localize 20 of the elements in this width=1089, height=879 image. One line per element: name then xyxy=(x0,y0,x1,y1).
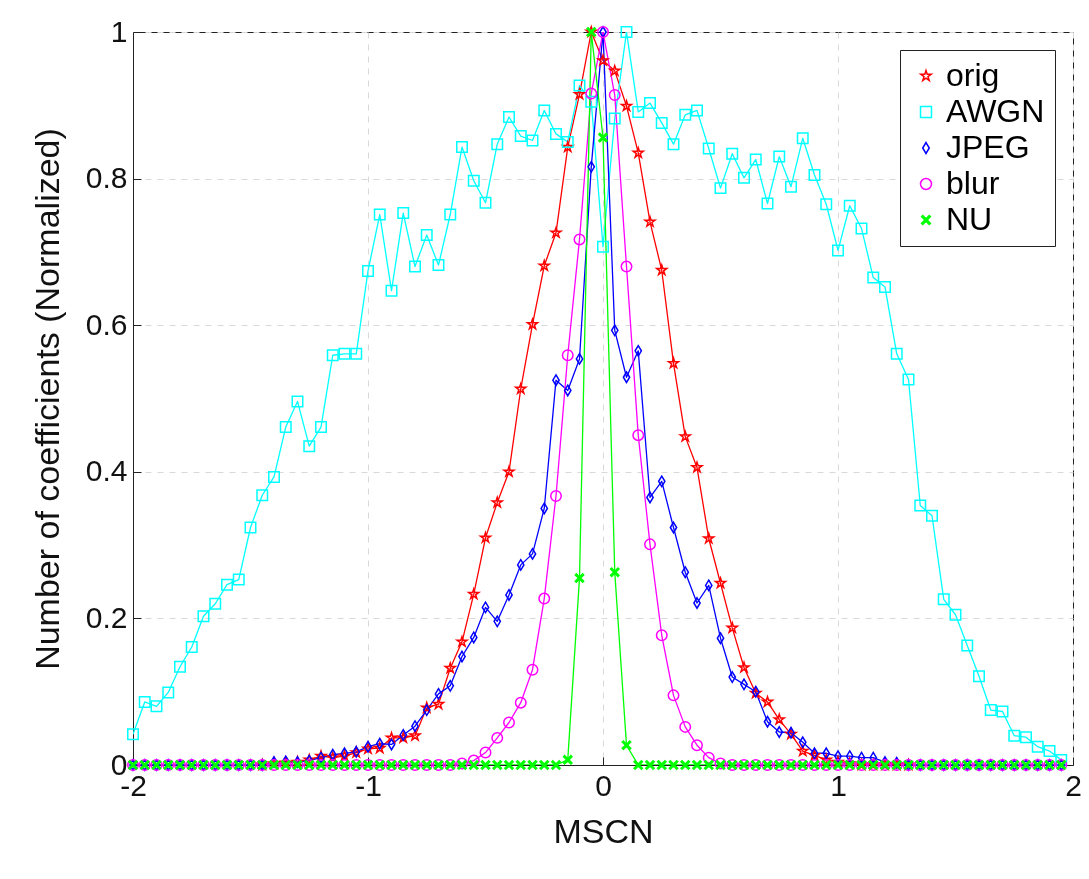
x-tick-label: -1 xyxy=(355,768,382,802)
y-tick-label: 0.2 xyxy=(85,600,128,634)
legend-label: JPEG xyxy=(946,129,1030,165)
legend-label: NU xyxy=(946,201,993,237)
y-axis-title: Number of coefficients (Normalized) xyxy=(27,128,66,670)
legend-label: orig xyxy=(946,57,1000,93)
point xyxy=(338,750,351,762)
x-tick-label: 1 xyxy=(830,768,847,802)
legend-label: AWGN xyxy=(946,93,1045,129)
y-tick-label: 0.4 xyxy=(85,454,128,488)
point xyxy=(526,318,539,330)
point xyxy=(479,531,492,543)
x-axis-title: MSCN xyxy=(553,811,654,850)
y-tick-label: 1 xyxy=(110,14,128,48)
y-tick-label: 0.6 xyxy=(85,307,128,341)
legend-label: blur xyxy=(946,165,1000,201)
x-tick-label: 2 xyxy=(1065,768,1082,802)
point xyxy=(385,731,398,743)
y-tick-label: 0.8 xyxy=(85,161,128,195)
x-tick-label: 0 xyxy=(595,768,612,802)
